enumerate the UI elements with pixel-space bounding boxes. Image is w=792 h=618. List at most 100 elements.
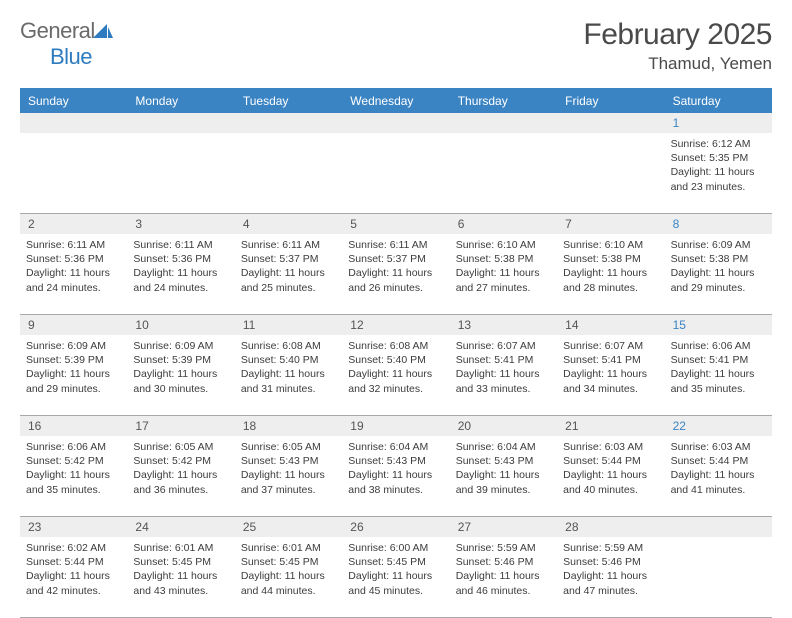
weekday-header: Monday: [127, 90, 234, 113]
sunrise-line: Sunrise: 6:05 AM: [241, 440, 336, 454]
header: General Blue February 2025 Thamud, Yemen: [20, 18, 772, 74]
day-number: 20: [450, 416, 557, 436]
day-cell: Sunrise: 6:03 AMSunset: 5:44 PMDaylight:…: [665, 436, 772, 516]
title-block: February 2025 Thamud, Yemen: [583, 18, 772, 74]
day-cell: Sunrise: 6:11 AMSunset: 5:36 PMDaylight:…: [127, 234, 234, 314]
sunrise-line: Sunrise: 6:11 AM: [133, 238, 228, 252]
logo: General Blue: [20, 18, 113, 70]
day-number: 10: [127, 315, 234, 335]
logo-sail-icon: [93, 24, 113, 38]
daylight-line-2: and 42 minutes.: [26, 584, 121, 598]
sunset-line: Sunset: 5:43 PM: [456, 454, 551, 468]
logo-text: General Blue: [20, 18, 113, 70]
day-number-row: 2345678: [20, 214, 772, 234]
daylight-line-1: Daylight: 11 hours: [133, 367, 228, 381]
day-number: 15: [665, 315, 772, 335]
day-cell: [342, 133, 449, 213]
daylight-line-2: and 31 minutes.: [241, 382, 336, 396]
daylight-line-2: and 39 minutes.: [456, 483, 551, 497]
sunset-line: Sunset: 5:44 PM: [563, 454, 658, 468]
daylight-line-1: Daylight: 11 hours: [563, 266, 658, 280]
daylight-line-1: Daylight: 11 hours: [26, 367, 121, 381]
day-number: 11: [235, 315, 342, 335]
day-cell: Sunrise: 6:09 AMSunset: 5:38 PMDaylight:…: [665, 234, 772, 314]
day-cell: Sunrise: 6:11 AMSunset: 5:36 PMDaylight:…: [20, 234, 127, 314]
day-number: 26: [342, 517, 449, 537]
daylight-line-1: Daylight: 11 hours: [671, 266, 766, 280]
sunset-line: Sunset: 5:36 PM: [133, 252, 228, 266]
week-row: Sunrise: 6:11 AMSunset: 5:36 PMDaylight:…: [20, 234, 772, 315]
sunset-line: Sunset: 5:40 PM: [241, 353, 336, 367]
sunrise-line: Sunrise: 6:10 AM: [456, 238, 551, 252]
day-cell: Sunrise: 6:09 AMSunset: 5:39 PMDaylight:…: [127, 335, 234, 415]
daylight-line-2: and 27 minutes.: [456, 281, 551, 295]
sunrise-line: Sunrise: 6:07 AM: [563, 339, 658, 353]
sunset-line: Sunset: 5:37 PM: [241, 252, 336, 266]
daylight-line-1: Daylight: 11 hours: [671, 468, 766, 482]
sunrise-line: Sunrise: 6:10 AM: [563, 238, 658, 252]
sunrise-line: Sunrise: 6:08 AM: [348, 339, 443, 353]
logo-word-2: Blue: [50, 44, 92, 69]
week-row: Sunrise: 6:06 AMSunset: 5:42 PMDaylight:…: [20, 436, 772, 517]
day-cell: Sunrise: 6:07 AMSunset: 5:41 PMDaylight:…: [450, 335, 557, 415]
daylight-line-2: and 24 minutes.: [133, 281, 228, 295]
weekday-header: Friday: [557, 90, 664, 113]
sunset-line: Sunset: 5:43 PM: [348, 454, 443, 468]
day-cell: Sunrise: 5:59 AMSunset: 5:46 PMDaylight:…: [557, 537, 664, 617]
day-number: [557, 113, 664, 133]
day-cell: Sunrise: 6:01 AMSunset: 5:45 PMDaylight:…: [235, 537, 342, 617]
day-cell: Sunrise: 6:09 AMSunset: 5:39 PMDaylight:…: [20, 335, 127, 415]
sunset-line: Sunset: 5:40 PM: [348, 353, 443, 367]
day-number: 7: [557, 214, 664, 234]
daylight-line-1: Daylight: 11 hours: [348, 266, 443, 280]
daylight-line-2: and 37 minutes.: [241, 483, 336, 497]
day-cell: Sunrise: 6:04 AMSunset: 5:43 PMDaylight:…: [450, 436, 557, 516]
sunset-line: Sunset: 5:35 PM: [671, 151, 766, 165]
sunrise-line: Sunrise: 6:11 AM: [348, 238, 443, 252]
daylight-line-1: Daylight: 11 hours: [348, 367, 443, 381]
daylight-line-1: Daylight: 11 hours: [563, 569, 658, 583]
daylight-line-2: and 35 minutes.: [671, 382, 766, 396]
day-cell: Sunrise: 6:06 AMSunset: 5:41 PMDaylight:…: [665, 335, 772, 415]
sunset-line: Sunset: 5:41 PM: [671, 353, 766, 367]
day-cell: [450, 133, 557, 213]
daylight-line-2: and 24 minutes.: [26, 281, 121, 295]
sunrise-line: Sunrise: 6:06 AM: [671, 339, 766, 353]
daylight-line-2: and 26 minutes.: [348, 281, 443, 295]
week-row: Sunrise: 6:02 AMSunset: 5:44 PMDaylight:…: [20, 537, 772, 618]
day-number: 22: [665, 416, 772, 436]
day-cell: [127, 133, 234, 213]
day-number: 17: [127, 416, 234, 436]
daylight-line-2: and 44 minutes.: [241, 584, 336, 598]
day-number: 23: [20, 517, 127, 537]
day-cell: Sunrise: 6:04 AMSunset: 5:43 PMDaylight:…: [342, 436, 449, 516]
sunrise-line: Sunrise: 6:12 AM: [671, 137, 766, 151]
daylight-line-1: Daylight: 11 hours: [241, 266, 336, 280]
daylight-line-2: and 29 minutes.: [671, 281, 766, 295]
sunset-line: Sunset: 5:39 PM: [26, 353, 121, 367]
sunset-line: Sunset: 5:39 PM: [133, 353, 228, 367]
sunset-line: Sunset: 5:38 PM: [563, 252, 658, 266]
sunrise-line: Sunrise: 6:08 AM: [241, 339, 336, 353]
day-cell: Sunrise: 6:08 AMSunset: 5:40 PMDaylight:…: [342, 335, 449, 415]
day-cell: Sunrise: 5:59 AMSunset: 5:46 PMDaylight:…: [450, 537, 557, 617]
month-title: February 2025: [583, 18, 772, 52]
sunrise-line: Sunrise: 6:00 AM: [348, 541, 443, 555]
week-row: Sunrise: 6:09 AMSunset: 5:39 PMDaylight:…: [20, 335, 772, 416]
daylight-line-1: Daylight: 11 hours: [563, 468, 658, 482]
sunrise-line: Sunrise: 6:11 AM: [26, 238, 121, 252]
day-number-row: 232425262728: [20, 517, 772, 537]
day-cell: [20, 133, 127, 213]
daylight-line-2: and 23 minutes.: [671, 180, 766, 194]
daylight-line-1: Daylight: 11 hours: [456, 367, 551, 381]
daylight-line-2: and 35 minutes.: [26, 483, 121, 497]
day-number: 5: [342, 214, 449, 234]
sunset-line: Sunset: 5:45 PM: [241, 555, 336, 569]
weekday-header: Wednesday: [342, 90, 449, 113]
sunrise-line: Sunrise: 5:59 AM: [563, 541, 658, 555]
sunrise-line: Sunrise: 6:03 AM: [671, 440, 766, 454]
day-cell: Sunrise: 6:05 AMSunset: 5:43 PMDaylight:…: [235, 436, 342, 516]
day-number: 21: [557, 416, 664, 436]
day-number: 24: [127, 517, 234, 537]
day-number: 13: [450, 315, 557, 335]
